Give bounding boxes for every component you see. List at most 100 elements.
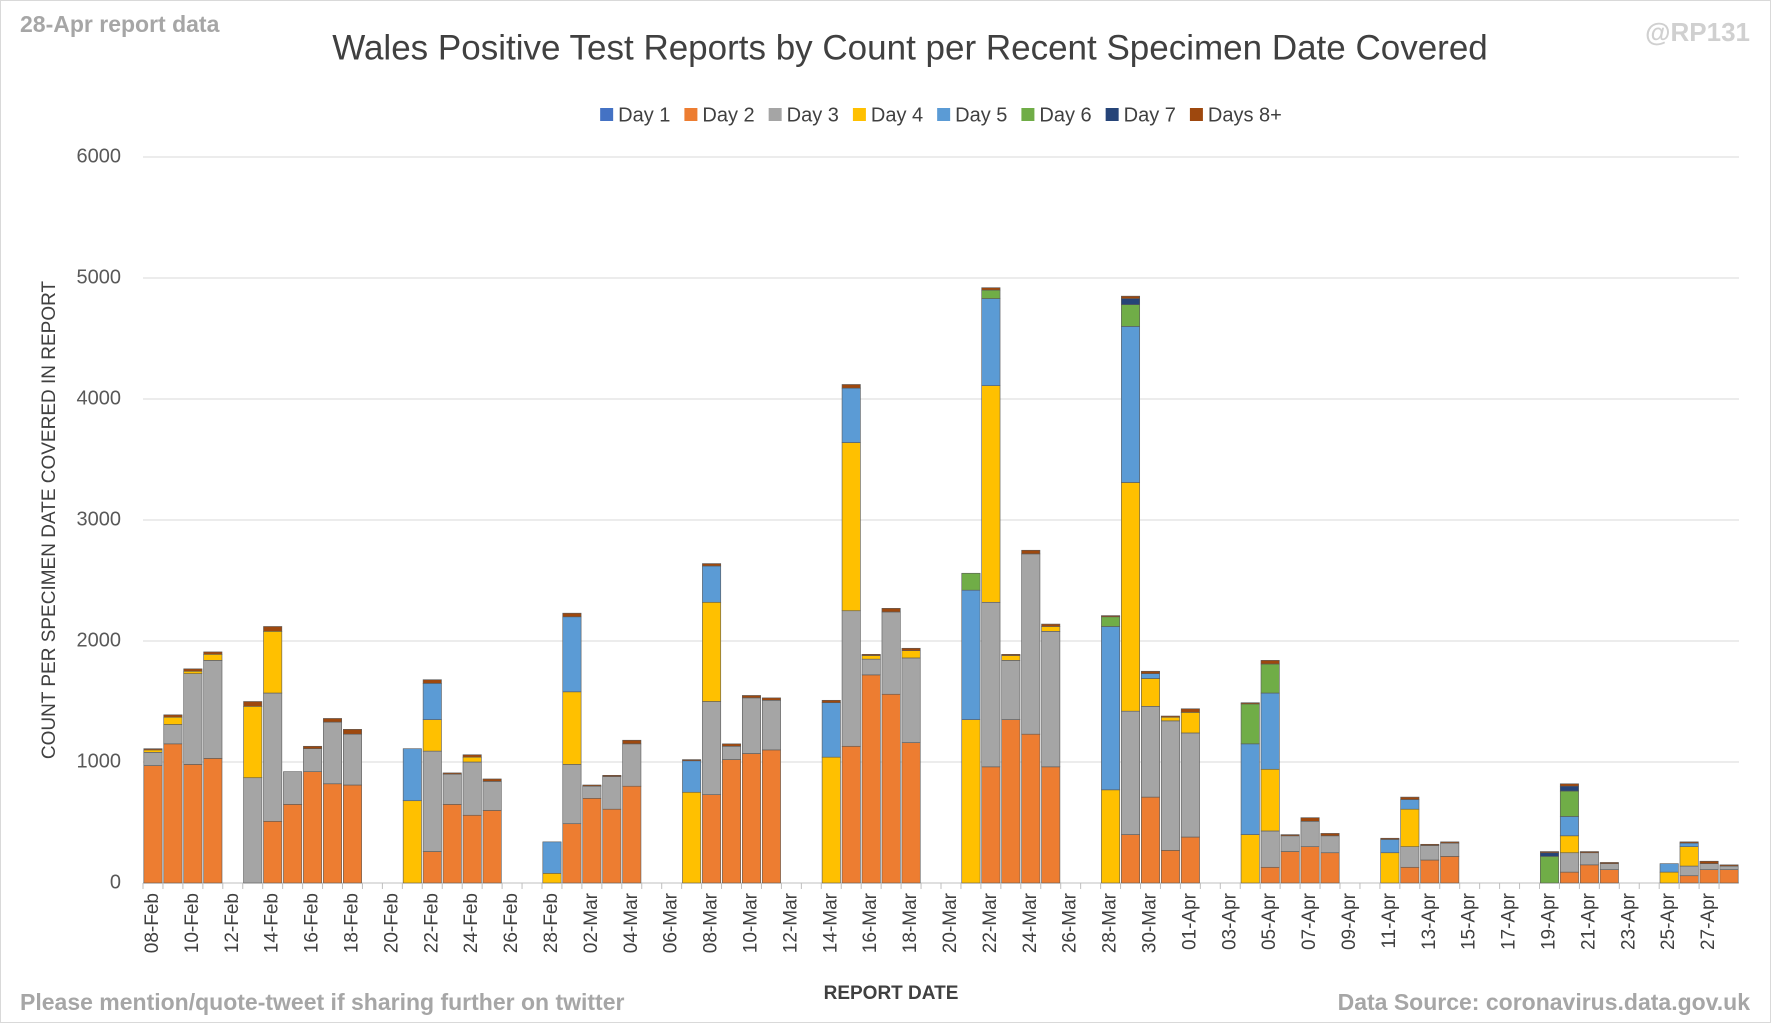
legend-swatch <box>1105 108 1119 121</box>
bar-segment <box>1599 869 1619 884</box>
legend-swatch <box>600 108 614 121</box>
bar-segment <box>263 820 283 884</box>
bar-segment <box>821 702 841 758</box>
bar-segment <box>761 749 781 884</box>
bar-segment <box>582 797 602 884</box>
bar-segment <box>442 773 462 805</box>
bar-segment <box>562 691 582 765</box>
bar-segment <box>1180 732 1200 838</box>
legend-swatch <box>768 108 782 121</box>
bar-segment <box>203 654 223 661</box>
bar-segment <box>901 657 921 743</box>
bar-segment <box>1679 846 1699 867</box>
bar-segment <box>303 771 323 884</box>
bar-segment <box>1440 842 1460 857</box>
bar-segment <box>1679 875 1699 884</box>
bar-segment <box>1539 856 1559 884</box>
bar-segment <box>881 611 901 695</box>
bar-segment <box>861 674 881 884</box>
bar-segment <box>163 724 183 745</box>
bar-segment <box>622 739 642 745</box>
bar-segment <box>961 719 981 884</box>
bar-segment <box>1300 846 1320 884</box>
bar-segment <box>143 765 163 884</box>
bar-segment <box>1420 843 1440 846</box>
legend-label: Day 4 <box>871 104 923 126</box>
bar-segment <box>682 759 702 762</box>
bar-segment <box>263 692 283 822</box>
bar-segment <box>562 616 582 693</box>
bar-segment <box>1140 670 1160 674</box>
bar-segment <box>702 565 722 603</box>
bar-segment <box>841 745 861 884</box>
bar-segment <box>1699 863 1719 870</box>
bar-segment <box>1240 743 1260 835</box>
bar-segment <box>1659 871 1679 884</box>
bar-segment <box>1121 482 1141 712</box>
bar-segment <box>562 823 582 884</box>
bar-segment <box>981 601 1001 768</box>
bar-segment <box>702 701 722 795</box>
bar-segment <box>682 791 702 884</box>
chart-title: Wales Positive Test Reports by Count per… <box>332 28 1488 67</box>
x-tick-label: 08-Mar <box>701 892 722 953</box>
bar-segment <box>183 673 203 765</box>
x-tick-label: 17-Apr <box>1499 892 1520 950</box>
x-tick-label: 19-Apr <box>1538 892 1559 950</box>
x-tick-label: 25-Apr <box>1658 892 1679 950</box>
bar-segment <box>1679 865 1699 877</box>
bar-segment <box>1121 304 1141 327</box>
bar-segment <box>1101 789 1121 884</box>
bar-segment <box>1041 631 1061 768</box>
bar-segment <box>841 610 861 747</box>
bar-segment <box>183 670 203 674</box>
x-tick-label: 09-Apr <box>1339 892 1360 950</box>
bar-segment <box>243 706 263 779</box>
bar-segment <box>1400 796 1420 800</box>
bar-segment <box>741 695 761 699</box>
bar-segment <box>442 772 462 775</box>
bar-segment <box>702 601 722 702</box>
x-tick-label: 12-Mar <box>780 892 801 953</box>
x-axis-label: REPORT DATE <box>824 983 959 1004</box>
legend-swatch <box>684 108 698 121</box>
bar-segment <box>1380 839 1400 854</box>
bar-segment <box>1440 841 1460 844</box>
bar-segment <box>1400 799 1420 810</box>
bar-segment <box>981 298 1001 386</box>
bar-segment <box>761 697 781 701</box>
bar-segment <box>1679 841 1699 844</box>
bar-segment <box>722 759 742 884</box>
bar-segment <box>263 631 283 694</box>
bar-segment <box>901 650 921 659</box>
legend-label: Days 8+ <box>1208 104 1282 126</box>
bar-segment <box>1719 869 1739 884</box>
x-tick-label: 18-Feb <box>341 893 362 953</box>
x-tick-label: 14-Feb <box>262 893 283 953</box>
bar-segment <box>422 679 442 684</box>
bar-segment <box>1121 295 1141 299</box>
x-tick-label: 28-Feb <box>541 893 562 953</box>
bar-segment <box>1260 768 1280 832</box>
bar-segment <box>1240 834 1260 884</box>
bar-segment <box>1160 720 1180 851</box>
bar-segment <box>722 745 742 760</box>
bar-segment <box>1101 615 1121 618</box>
x-tick-label: 22-Feb <box>421 893 442 953</box>
y-tick-label: 3000 <box>77 508 122 530</box>
x-tick-label: 18-Mar <box>900 892 921 953</box>
bar-segment <box>203 660 223 759</box>
x-tick-label: 15-Apr <box>1459 892 1480 950</box>
x-tick-label: 11-Apr <box>1379 892 1400 948</box>
bar-segment <box>1001 655 1021 661</box>
bar-segment <box>163 714 183 718</box>
x-tick-label: 12-Feb <box>222 893 243 953</box>
bar-segment <box>1121 834 1141 884</box>
bar-segment <box>143 749 163 753</box>
bar-segment <box>981 289 1001 299</box>
bar-segment <box>1719 865 1739 870</box>
bar-segment <box>542 873 562 884</box>
y-tick-label: 1000 <box>77 750 122 772</box>
bar-segment <box>1380 852 1400 884</box>
bar-segment <box>422 750 442 852</box>
